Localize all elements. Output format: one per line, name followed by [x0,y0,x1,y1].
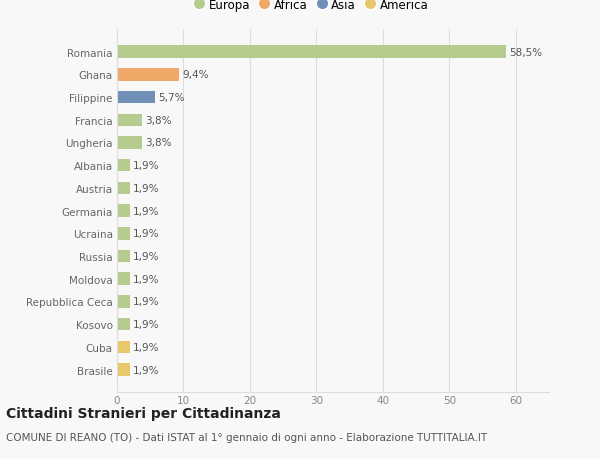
Bar [117,46,506,59]
Text: 9,4%: 9,4% [183,70,209,80]
Text: 1,9%: 1,9% [133,319,160,330]
Bar [117,341,130,353]
Text: 1,9%: 1,9% [133,342,160,352]
Text: 1,9%: 1,9% [133,206,160,216]
Bar [117,92,155,104]
Bar [117,250,130,263]
Text: 1,9%: 1,9% [133,365,160,375]
Text: 3,8%: 3,8% [146,116,172,125]
Legend: Europa, Africa, Asia, America: Europa, Africa, Asia, America [190,0,433,17]
Bar [117,160,130,172]
Bar [117,69,179,81]
Text: 58,5%: 58,5% [509,48,542,57]
Text: 5,7%: 5,7% [158,93,185,103]
Bar [117,296,130,308]
Text: 1,9%: 1,9% [133,184,160,194]
Bar [117,114,142,127]
Text: Cittadini Stranieri per Cittadinanza: Cittadini Stranieri per Cittadinanza [6,406,281,420]
Bar [117,205,130,218]
Bar [117,182,130,195]
Text: 1,9%: 1,9% [133,274,160,284]
Bar [117,228,130,240]
Text: 3,8%: 3,8% [146,138,172,148]
Bar [117,137,142,149]
Bar [117,364,130,376]
Text: 1,9%: 1,9% [133,252,160,262]
Text: 1,9%: 1,9% [133,161,160,171]
Text: 1,9%: 1,9% [133,229,160,239]
Bar [117,273,130,285]
Text: COMUNE DI REANO (TO) - Dati ISTAT al 1° gennaio di ogni anno - Elaborazione TUTT: COMUNE DI REANO (TO) - Dati ISTAT al 1° … [6,432,487,442]
Text: 1,9%: 1,9% [133,297,160,307]
Bar [117,318,130,330]
